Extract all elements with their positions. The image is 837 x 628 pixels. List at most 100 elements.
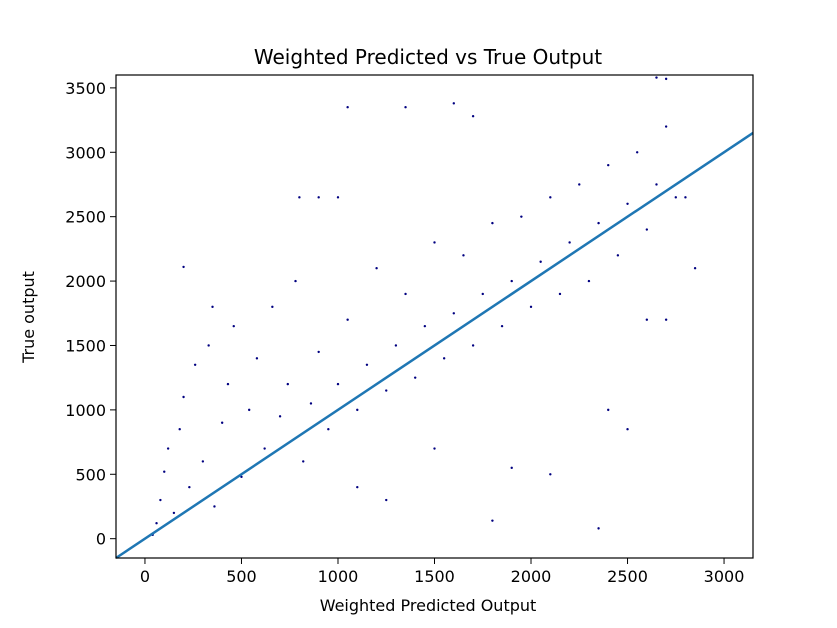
data-point	[159, 498, 162, 502]
data-point	[471, 344, 475, 347]
y-axis-ticks: 0 500 1000 1500 2000 2500 3000 3500	[65, 79, 116, 549]
y-tick-label: 2500	[65, 208, 106, 227]
y-tick-label: 500	[75, 465, 106, 484]
data-point	[182, 265, 185, 269]
data-point	[510, 466, 513, 470]
data-point	[155, 522, 158, 525]
data-point	[286, 382, 289, 386]
data-point	[433, 447, 436, 450]
data-point	[309, 402, 313, 405]
data-point	[539, 260, 542, 263]
data-point	[423, 324, 427, 328]
data-point	[529, 305, 533, 309]
x-tick-label: 1000	[318, 567, 359, 586]
data-point	[385, 498, 388, 502]
data-point	[491, 221, 494, 225]
data-point	[172, 511, 176, 515]
plot-frame	[115, 74, 754, 559]
data-point	[298, 196, 301, 199]
data-point	[664, 125, 668, 128]
data-point	[213, 505, 216, 508]
data-point	[365, 363, 369, 366]
data-point	[655, 76, 658, 79]
data-point	[317, 350, 320, 354]
data-point	[263, 447, 266, 450]
data-point	[317, 196, 320, 199]
data-point	[607, 163, 610, 167]
data-point	[375, 267, 378, 270]
y-tick-label: 2000	[65, 272, 106, 291]
data-point	[510, 279, 513, 283]
data-point	[626, 202, 629, 205]
y-tick-label: 3000	[65, 143, 106, 162]
x-tick-label: 0	[140, 567, 150, 586]
data-point	[645, 228, 649, 231]
data-point	[404, 292, 407, 296]
y-tick-label: 1000	[65, 401, 106, 420]
x-axis-label: Weighted Predicted Output	[320, 596, 537, 615]
data-point	[255, 357, 259, 360]
data-point	[188, 485, 191, 489]
data-point	[413, 376, 417, 379]
data-point	[433, 241, 436, 244]
data-point	[616, 254, 620, 257]
data-point	[684, 196, 687, 199]
data-point	[491, 519, 494, 522]
data-point	[302, 460, 305, 463]
data-point	[452, 102, 456, 105]
data-point	[385, 389, 388, 392]
data-point	[500, 324, 504, 328]
data-point	[193, 363, 197, 366]
data-point	[655, 183, 658, 186]
data-point	[549, 196, 552, 199]
x-tick-label: 2000	[511, 567, 552, 586]
data-point	[452, 312, 456, 315]
data-point	[693, 267, 697, 270]
data-point	[207, 344, 210, 347]
data-point	[549, 473, 552, 476]
data-points	[151, 76, 697, 537]
data-point	[587, 279, 591, 283]
data-point	[163, 470, 166, 473]
data-point	[278, 415, 282, 418]
data-point	[346, 318, 349, 321]
data-point	[664, 77, 668, 81]
data-point	[597, 221, 600, 225]
data-point	[271, 305, 274, 309]
y-tick-label: 1500	[65, 336, 106, 355]
x-tick-label: 2500	[607, 567, 648, 586]
data-point	[220, 421, 224, 424]
y-tick-label: 3500	[65, 79, 106, 98]
data-point	[404, 106, 407, 109]
data-point	[462, 254, 465, 257]
data-point	[226, 382, 230, 386]
data-point	[520, 215, 523, 218]
data-point	[645, 318, 649, 321]
data-point	[178, 428, 181, 431]
data-point	[568, 241, 571, 244]
data-point	[635, 151, 639, 154]
data-point	[327, 428, 330, 431]
data-point	[356, 408, 359, 412]
x-tick-label: 1500	[414, 567, 455, 586]
data-point	[247, 408, 251, 412]
data-point	[356, 485, 359, 489]
data-point	[471, 115, 475, 118]
x-tick-label: 500	[226, 567, 257, 586]
data-point	[240, 475, 243, 479]
data-point	[674, 196, 677, 199]
data-point	[664, 318, 668, 321]
data-point	[182, 395, 185, 399]
data-point	[346, 106, 349, 109]
data-point	[578, 183, 581, 186]
data-point	[201, 460, 205, 463]
data-point	[442, 357, 446, 360]
data-point	[166, 447, 170, 450]
data-point	[394, 344, 398, 347]
data-point	[626, 428, 629, 431]
x-tick-label: 3000	[704, 567, 745, 586]
data-point	[336, 196, 340, 199]
data-point	[607, 408, 610, 412]
data-point	[336, 382, 340, 386]
